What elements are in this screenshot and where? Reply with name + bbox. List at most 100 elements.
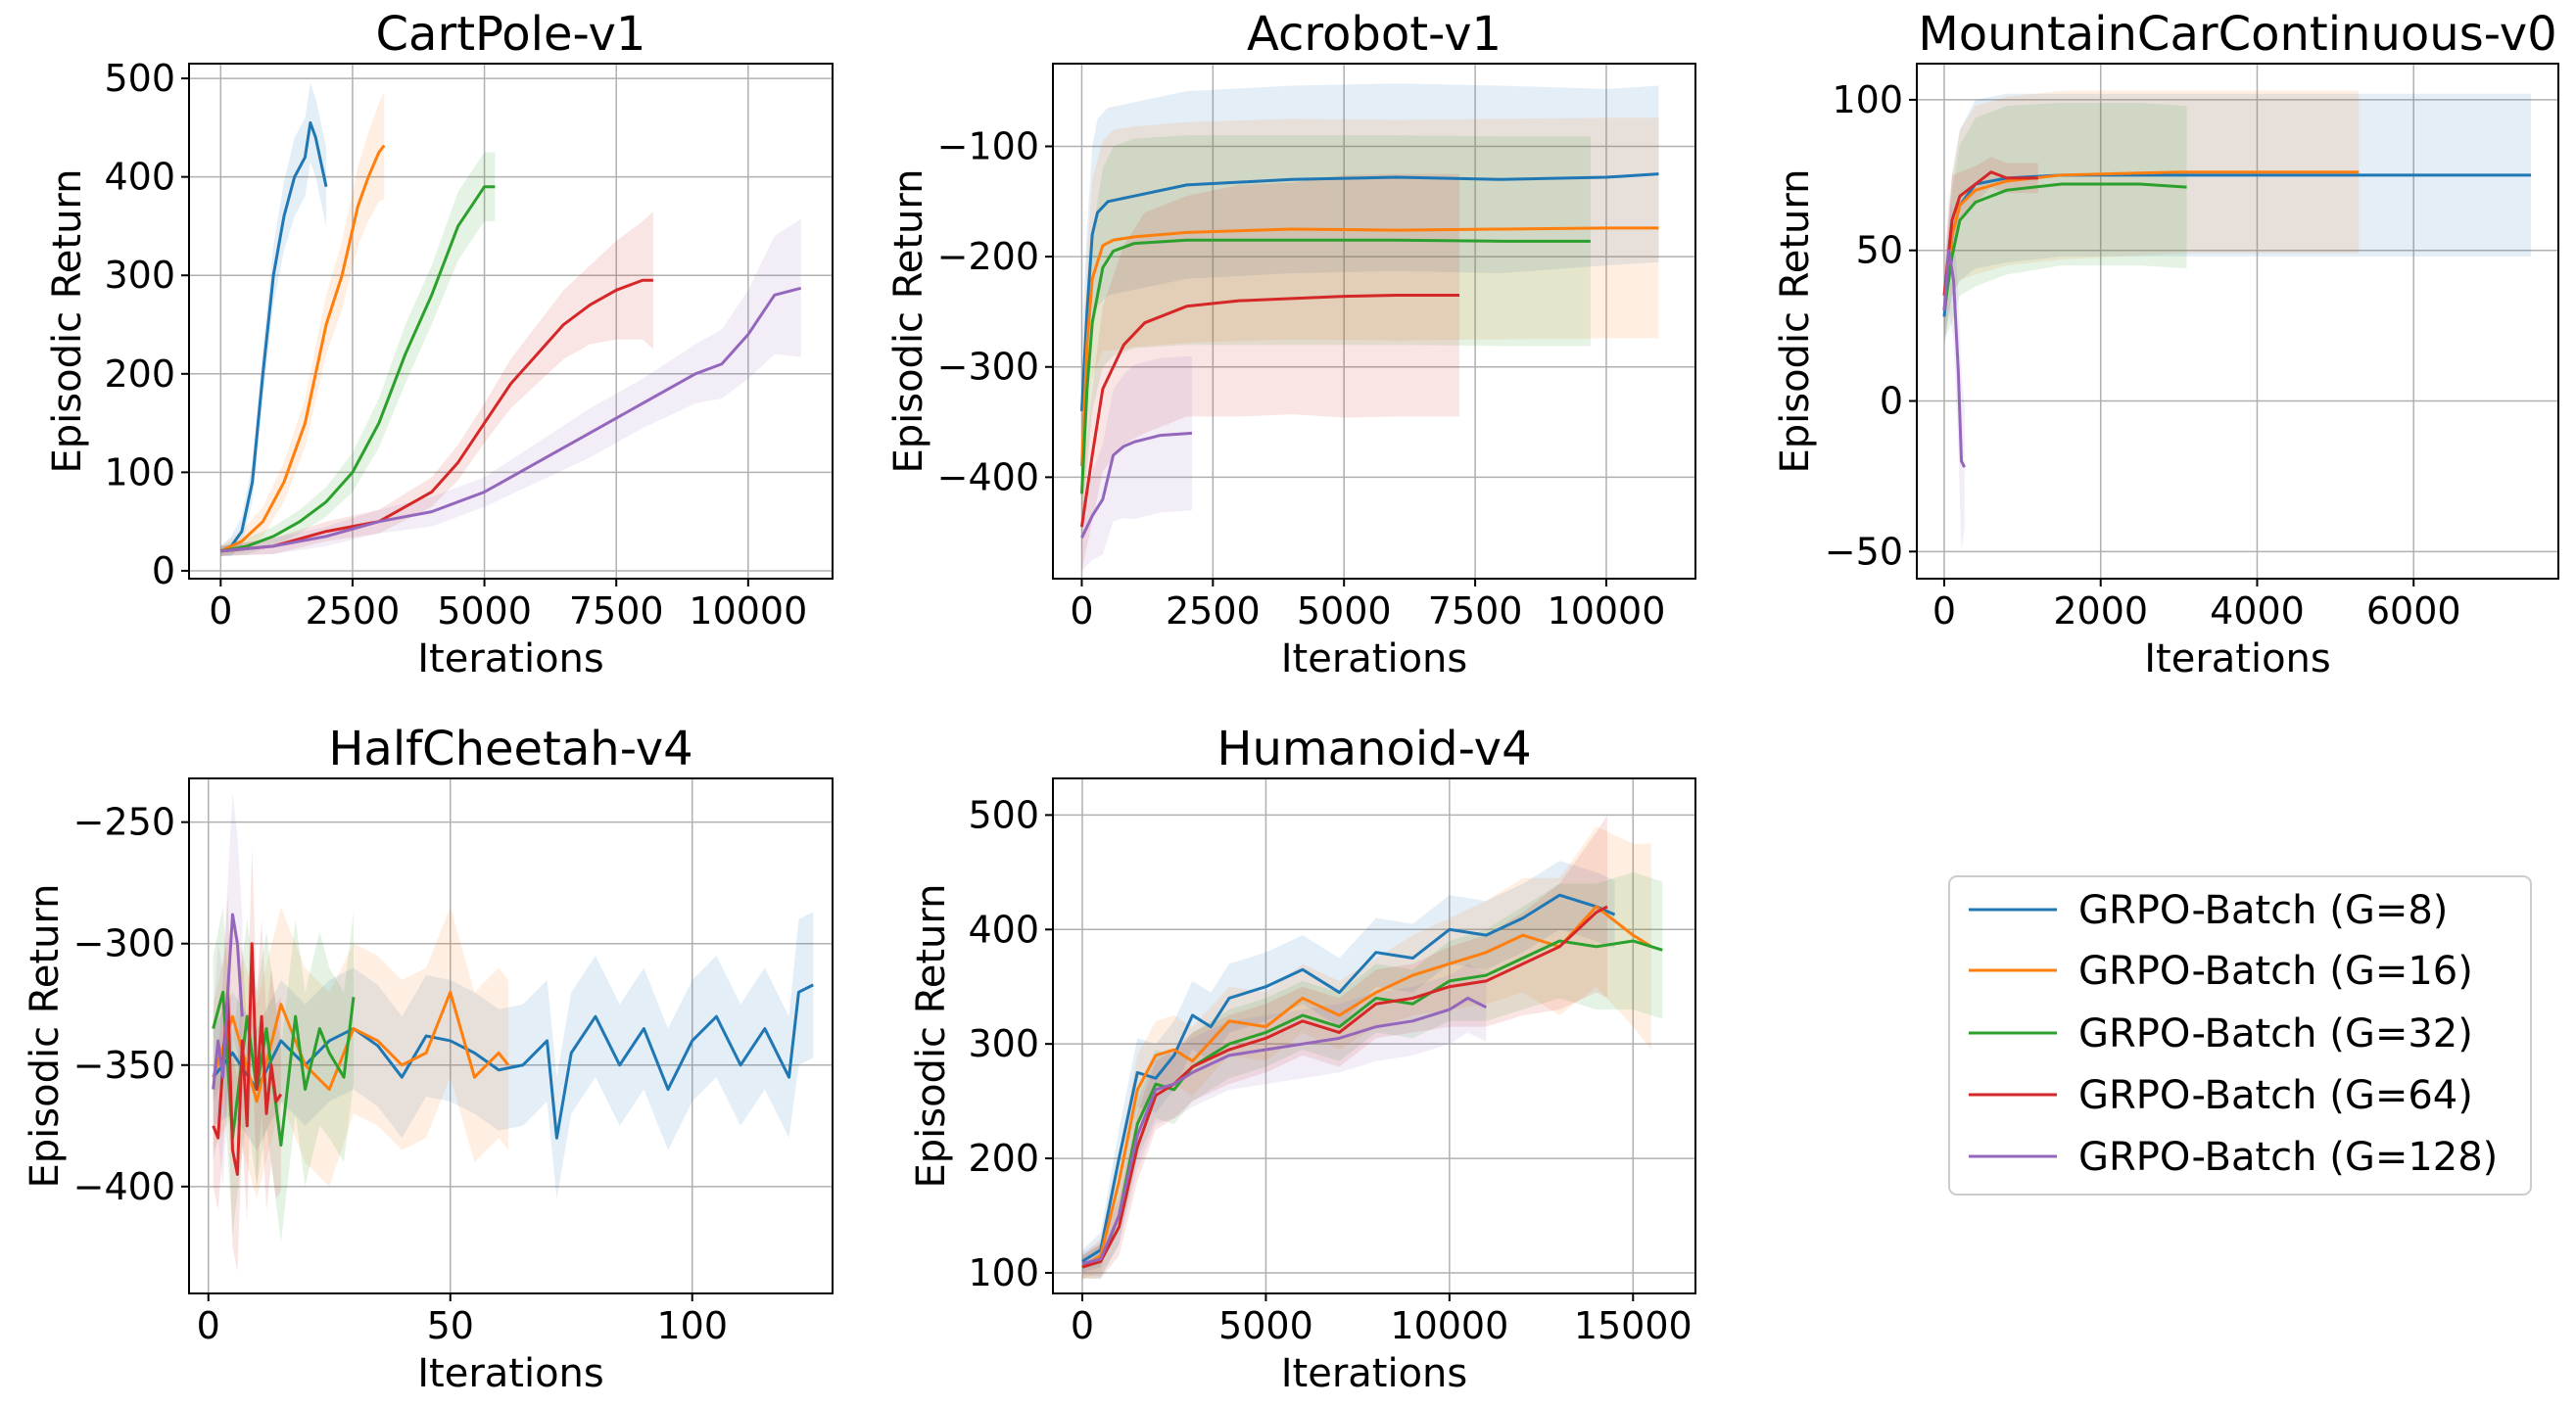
line-grpo-batch-g-128: [1080, 431, 1193, 539]
y-tick-label: 500: [968, 793, 1039, 836]
line-grpo-batch-g-32: [1942, 182, 2187, 311]
y-tick-label: 400: [104, 156, 175, 199]
subplot-title: CartPole-v1: [376, 7, 646, 62]
line-grpo-batch-g-8: [212, 983, 814, 1140]
legend-label-g32: GRPO-Batch (G=32): [2078, 1011, 2473, 1056]
legend-label-g64: GRPO-Batch (G=64): [2078, 1073, 2473, 1118]
axes-frame: [1052, 777, 1696, 1294]
x-tick-label: 7500: [569, 589, 664, 633]
x-tick-label: 10000: [689, 589, 807, 633]
band-grpo-batch-g-16: [1081, 826, 1652, 1279]
axes-frame: [1916, 63, 2559, 580]
line-grpo-batch-g-128: [1942, 249, 1967, 468]
band-grpo-batch-g-32: [1943, 102, 2187, 341]
x-tick-label: 5000: [1297, 589, 1392, 633]
y-tick-label: 400: [968, 908, 1039, 951]
plot-area: [212, 792, 814, 1272]
legend-frame: [1948, 875, 2532, 1196]
band-grpo-batch-g-8: [1081, 861, 1615, 1273]
y-tick-label: −200: [937, 235, 1039, 278]
band-grpo-batch-g-16: [213, 907, 509, 1199]
band-grpo-batch-g-32: [220, 152, 496, 556]
x-tick-label: 100: [656, 1304, 728, 1347]
line-grpo-batch-g-16: [1942, 170, 2360, 311]
band-grpo-batch-g-64: [213, 846, 281, 1272]
line-grpo-batch-g-8: [1079, 172, 1659, 411]
subplot-title: MountainCarContinuous-v0: [1918, 7, 2556, 62]
x-tick-label: 0: [209, 589, 232, 633]
x-tick-label: 2500: [306, 589, 401, 633]
y-tick-label: −50: [1825, 530, 1903, 573]
y-tick-label: −250: [73, 801, 175, 844]
band-grpo-batch-g-64: [1081, 173, 1460, 572]
y-tick-label: −300: [937, 346, 1039, 389]
y-axis-label: Episodic Return: [23, 883, 68, 1188]
band-grpo-batch-g-16: [1081, 117, 1659, 533]
y-axis-label: Episodic Return: [909, 883, 954, 1188]
axes-frame: [188, 63, 834, 580]
x-axis-label: Iterations: [417, 636, 604, 681]
y-tick-label: −350: [73, 1044, 175, 1087]
legend-label-g128: GRPO-Batch (G=128): [2078, 1135, 2498, 1180]
line-grpo-batch-g-16: [212, 990, 510, 1103]
legend: GRPO-Batch (G=8) GRPO-Batch (G=16) GRPO-…: [1948, 875, 2532, 1196]
band-grpo-batch-g-64: [1081, 815, 1608, 1279]
subplot-acrobot-v1: 0 2500 5000 7500 10000 −400 −300 −200 −100 Acrobo…: [886, 7, 1696, 681]
x-axis-label: Iterations: [2144, 636, 2331, 681]
y-tick-label: 300: [104, 254, 175, 297]
line-grpo-batch-g-8: [219, 120, 328, 553]
line-grpo-batch-g-128: [220, 286, 802, 553]
y-axis-label: Episodic Return: [1773, 168, 1818, 473]
band-grpo-batch-g-16: [220, 91, 385, 556]
band-grpo-batch-g-32: [213, 907, 354, 1243]
y-tick-label: −300: [73, 922, 175, 965]
legend-label-g16: GRPO-Batch (G=16): [2078, 949, 2473, 994]
plot-area: [1081, 815, 1663, 1279]
plot-area: [1942, 90, 2532, 552]
y-tick-label: 200: [968, 1137, 1039, 1180]
y-tick-label: −400: [937, 455, 1039, 498]
y-tick-label: 100: [1832, 78, 1903, 121]
y-tick-label: 500: [104, 57, 175, 100]
y-tick-label: 100: [968, 1251, 1039, 1294]
line-grpo-batch-g-32: [1081, 939, 1663, 1269]
subplot-mountaincarcontinuous-v0: 0 2000 4000 6000 −50 0 50 100 MountainCarContinu…: [1773, 7, 2559, 681]
line-grpo-batch-g-32: [1079, 238, 1591, 494]
line-grpo-batch-g-64: [1079, 294, 1460, 528]
x-tick-label: 2500: [1166, 589, 1261, 633]
y-axis-label: Episodic Return: [886, 168, 931, 473]
y-tick-label: −100: [937, 124, 1039, 167]
subplot-title: Humanoid-v4: [1216, 722, 1531, 776]
band-grpo-batch-g-8: [1943, 93, 2532, 348]
subplot-title: Acrobot-v1: [1247, 7, 1502, 62]
x-axis-label: Iterations: [1281, 636, 1468, 681]
x-tick-label: 7500: [1428, 589, 1523, 633]
x-tick-label: 6000: [2366, 589, 2461, 633]
line-grpo-batch-g-16: [1079, 226, 1659, 467]
y-tick-label: 0: [152, 549, 175, 592]
band-grpo-batch-g-128: [1081, 963, 1487, 1277]
band-grpo-batch-g-32: [1081, 871, 1663, 1279]
line-grpo-batch-g-16: [219, 144, 386, 553]
x-tick-label: 0: [197, 1304, 220, 1347]
plot-area: [1079, 83, 1659, 572]
line-grpo-batch-g-64: [1942, 170, 2038, 297]
legend-label-g8: GRPO-Batch (G=8): [2078, 888, 2448, 933]
axes-frame: [188, 777, 834, 1294]
band-grpo-batch-g-8: [220, 83, 327, 556]
axes-frame: [1052, 63, 1696, 580]
band-grpo-batch-g-128: [220, 218, 801, 556]
x-tick-label: 4000: [2210, 589, 2305, 633]
line-grpo-batch-g-8: [1081, 893, 1616, 1263]
x-tick-label: 15000: [1574, 1304, 1693, 1347]
band-grpo-batch-g-8: [213, 912, 814, 1199]
subplot-cartpole-v1: 0 2500 5000 7500 10000 0 100 200 300 400 500 CartPo…: [45, 7, 834, 681]
subplots: 0 2500 5000 7500 100000100200300400500CartPo…: [23, 7, 2559, 1396]
y-tick-label: −400: [73, 1165, 175, 1208]
y-axis-label: Episodic Return: [45, 168, 90, 473]
x-axis-label: Iterations: [417, 1351, 604, 1396]
subplot-humanoid-v4: 0 5000 10000 15000 100 200 300 400 500 Humanoid-v…: [909, 722, 1696, 1396]
line-grpo-batch-g-64: [220, 278, 653, 553]
y-tick-label: 0: [1880, 380, 1903, 423]
